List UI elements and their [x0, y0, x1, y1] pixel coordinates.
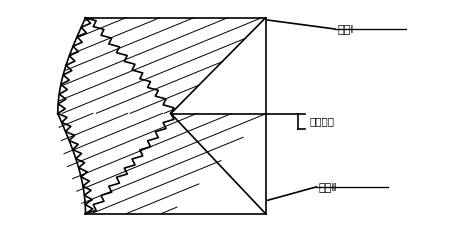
Text: 趋近于零: 趋近于零 [309, 116, 334, 126]
Text: 电极Ⅰ: 电极Ⅰ [337, 24, 354, 34]
Text: 电极Ⅱ: 电极Ⅱ [318, 182, 337, 192]
